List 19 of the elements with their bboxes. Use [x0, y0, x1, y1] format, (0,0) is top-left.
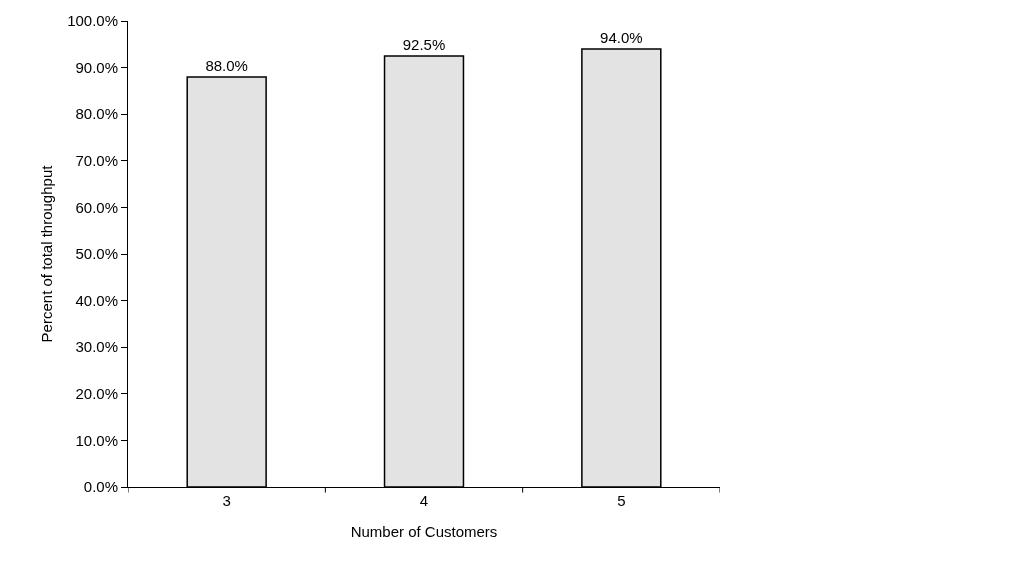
data-label: 88.0%: [205, 56, 248, 74]
y-tick-label: 0.0%: [83, 478, 118, 496]
x-tick-label: 5: [617, 492, 626, 509]
y-tick-label: 100.0%: [67, 12, 118, 30]
data-label: 92.5%: [402, 35, 446, 53]
y-tick-label: 80.0%: [75, 105, 118, 123]
y-tick-label: 10.0%: [75, 431, 118, 449]
x-axis-title: Number of Customers: [350, 523, 498, 540]
y-tick-label: 70.0%: [75, 152, 118, 170]
y-axis-title: Percent of total throughput: [38, 164, 56, 343]
x-tick-label: 4: [419, 492, 429, 509]
data-label: 94.0%: [600, 28, 643, 46]
y-tick-label: 40.0%: [75, 291, 118, 309]
y-tick-label: 50.0%: [75, 245, 118, 263]
y-tick-label: 90.0%: [75, 58, 118, 76]
x-tick-label: 3: [222, 492, 231, 509]
y-tick-label: 60.0%: [75, 198, 118, 216]
y-tick-label: 20.0%: [75, 385, 118, 403]
y-tick-label: 30.0%: [75, 338, 118, 356]
